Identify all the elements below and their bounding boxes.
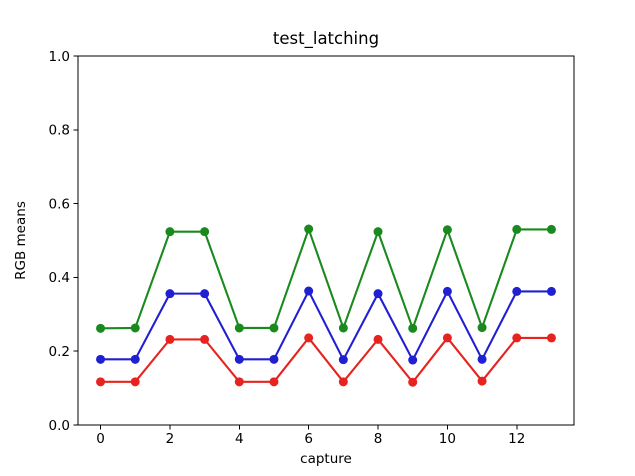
series-blue-mean-marker [269, 354, 279, 364]
series-green-mean-marker [96, 323, 106, 333]
series-green-mean-marker [442, 225, 452, 235]
y-tick-label: 0.2 [49, 344, 70, 360]
y-tick-label: 0.6 [49, 196, 70, 212]
series-green-mean-marker [546, 224, 556, 234]
y-tick-label: 0.4 [49, 270, 70, 286]
series-green-mean-marker [269, 323, 279, 333]
series-blue-mean-marker [234, 354, 244, 364]
y-axis-label: RGB means [13, 201, 29, 280]
series-green-mean-marker [130, 323, 140, 333]
series-green-mean-marker [234, 323, 244, 333]
series-blue-mean-marker [338, 355, 348, 365]
y-tick-label: 0.0 [49, 418, 70, 434]
series-red-mean-marker [546, 333, 556, 343]
series-red-mean-line [100, 336, 552, 384]
series-blue-mean-marker [304, 286, 314, 296]
series-blue-mean-marker [512, 286, 522, 296]
series-blue-mean-marker [200, 289, 210, 299]
x-tick-label: 0 [96, 431, 105, 447]
series-red-mean-marker [304, 333, 314, 343]
series-red-mean-marker [234, 377, 244, 387]
x-tick-label: 6 [304, 431, 313, 447]
series-red-mean-marker [200, 334, 210, 344]
series-blue-mean-marker [96, 354, 106, 364]
y-tick-label: 1.0 [49, 49, 70, 65]
series-red-mean-marker [269, 377, 279, 387]
x-tick-label: 8 [374, 431, 383, 447]
series-green-mean-line [100, 228, 552, 330]
series-green-mean-marker [477, 323, 487, 333]
x-tick-label: 12 [508, 431, 525, 447]
series-green-mean-marker [200, 227, 210, 237]
series-blue-mean-line [100, 290, 552, 362]
series-red-mean-marker [165, 334, 175, 344]
series-blue-mean-marker [165, 289, 175, 299]
series-blue-mean-marker [442, 286, 452, 296]
series-blue-mean-marker [373, 289, 383, 299]
series-red-mean-marker [338, 377, 348, 387]
series-red-mean-marker [477, 376, 487, 386]
x-axis-label: capture [300, 451, 352, 467]
series-green-mean-marker [338, 323, 348, 333]
series-green-mean-marker [165, 227, 175, 237]
y-tick-label: 0.8 [49, 123, 70, 139]
x-tick-label: 10 [439, 431, 456, 447]
series-green-mean-marker [408, 323, 418, 333]
series-red-mean-marker [96, 377, 106, 387]
series-blue-mean-marker [477, 354, 487, 364]
axes-frame [77, 55, 575, 426]
series-blue-mean-marker [546, 286, 556, 296]
x-tick-label: 4 [235, 431, 244, 447]
series-red-mean-marker [130, 377, 140, 387]
series-green-mean-marker [373, 227, 383, 237]
x-tick-label: 2 [166, 431, 175, 447]
series-red-mean-marker [442, 333, 452, 343]
series-blue-mean-marker [408, 355, 418, 365]
series-red-mean-marker [373, 334, 383, 344]
chart-title: test_latching [273, 29, 379, 49]
series-red-mean-marker [408, 377, 418, 387]
series-green-mean-marker [512, 224, 522, 234]
series-green-mean-marker [304, 224, 314, 234]
series-red-mean-marker [512, 333, 522, 343]
series-blue-mean-marker [130, 354, 140, 364]
